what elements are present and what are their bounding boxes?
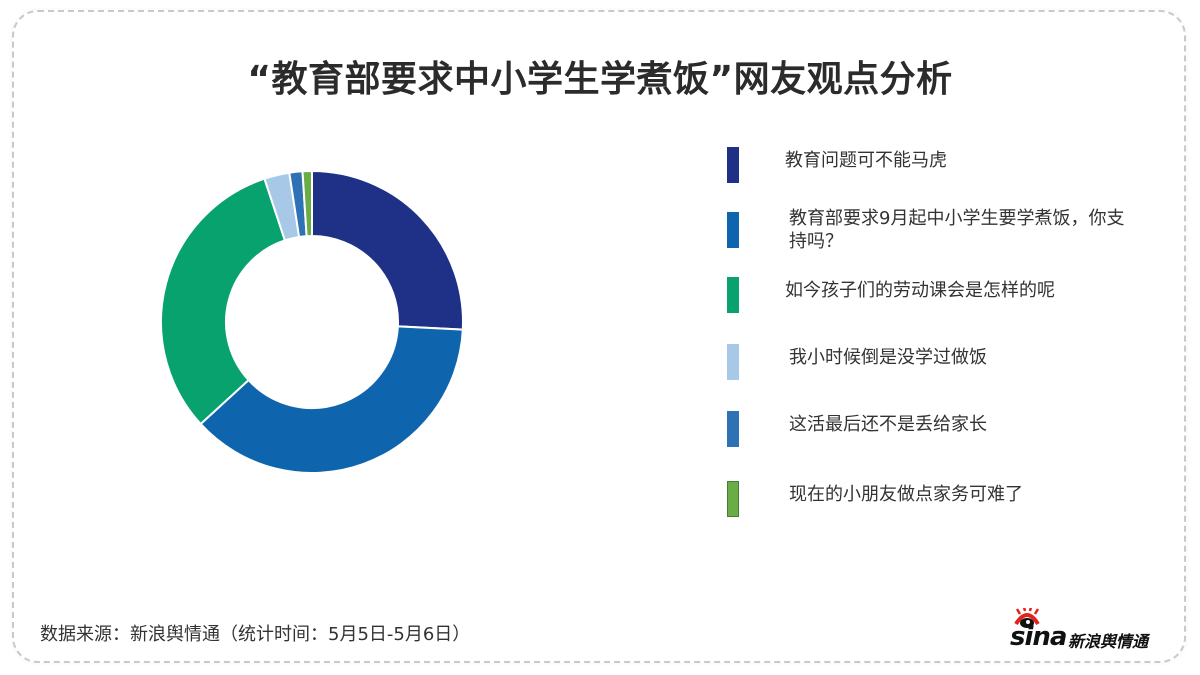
card-frame (12, 10, 1186, 663)
legend-label: 教育部要求9月起中小学生要学煮饭，你支持吗？ (789, 208, 1125, 252)
legend-label: 教育问题可不能马虎 (785, 150, 947, 171)
legend-swatch (727, 481, 739, 517)
sina-wordmark: sina (1010, 622, 1067, 652)
legend-label: 这活最后还不是丢给家长 (789, 414, 987, 435)
sina-logo: sina 新浪舆情通 (1010, 608, 1170, 654)
legend-label: 如今孩子们的劳动课会是怎样的呢 (785, 280, 1055, 301)
legend-swatch (727, 212, 739, 248)
logo-text: 新浪舆情通 (1068, 632, 1149, 651)
donut-segment (311, 169, 464, 331)
donut-segment (199, 325, 464, 474)
legend-label: 我小时候倒是没学过做饭 (789, 347, 987, 368)
donut-segment (160, 177, 287, 426)
legend-item: 我小时候倒是没学过做饭 (727, 344, 1167, 380)
sina-eye-icon (1014, 608, 1040, 628)
chart-title: “教育部要求中小学生学煮饭”网友观点分析 (247, 59, 953, 100)
legend-item: 这活最后还不是丢给家长 (727, 411, 1167, 447)
legend-item: 现在的小朋友做点家务可难了 (727, 481, 1167, 517)
legend-label: 现在的小朋友做点家务可难了 (789, 484, 1023, 505)
legend-item: 如今孩子们的劳动课会是怎样的呢 (727, 277, 1167, 313)
legend-swatch (727, 411, 739, 447)
legend-swatch (727, 277, 739, 313)
legend-swatch (727, 147, 739, 183)
legend-item: 教育部要求9月起中小学生要学煮饭，你支持吗？ (727, 208, 1167, 252)
legend-item: 教育问题可不能马虎 (727, 147, 1167, 183)
legend-swatch (727, 344, 739, 380)
donut-segment (301, 169, 313, 238)
data-source-note: 数据来源：新浪舆情通（统计时间：5月5日-5月6日） (40, 624, 471, 645)
donut-chart (160, 169, 464, 474)
